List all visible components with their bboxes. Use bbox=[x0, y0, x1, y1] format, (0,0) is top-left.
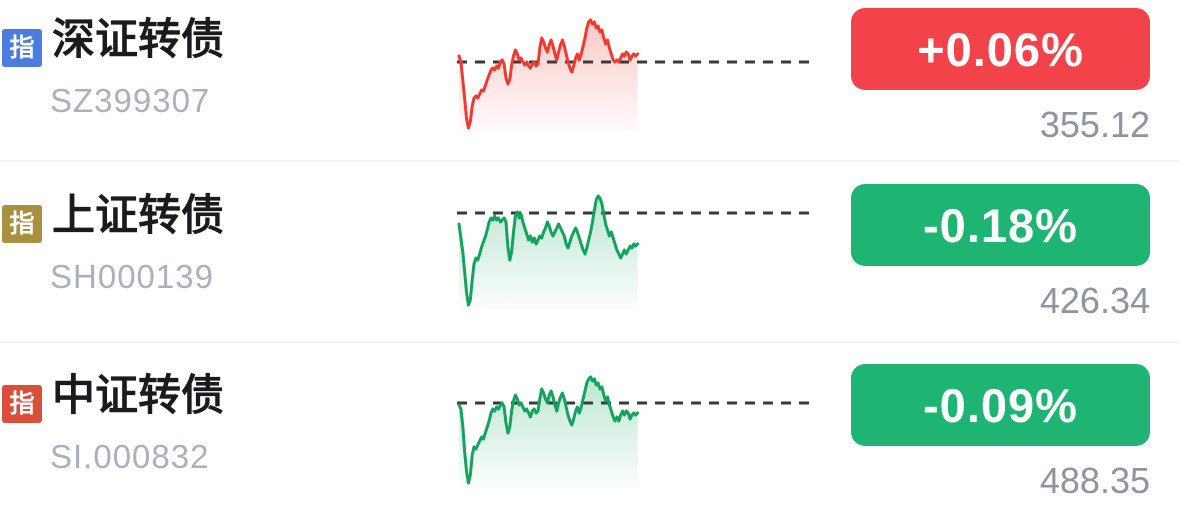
row-separator bbox=[0, 160, 1179, 162]
index-code: SZ399307 bbox=[50, 82, 211, 119]
index-name: 深证转债 bbox=[52, 16, 224, 64]
index-code: SI.000832 bbox=[50, 438, 210, 475]
index-type-badge: 指 bbox=[2, 29, 42, 67]
index-code: SH000139 bbox=[50, 258, 214, 295]
sparkline-chart bbox=[457, 194, 809, 309]
index-type-badge: 指 bbox=[2, 385, 42, 423]
change-badge[interactable]: -0.18% bbox=[851, 184, 1150, 266]
index-value: 355.12 bbox=[1039, 104, 1150, 145]
index-value: 488.35 bbox=[1039, 460, 1150, 501]
index-name: 上证转债 bbox=[52, 192, 224, 240]
index-name: 中证转债 bbox=[52, 372, 224, 420]
change-badge[interactable]: +0.06% bbox=[851, 8, 1150, 90]
sparkline-chart bbox=[457, 375, 809, 487]
index-list-item-szzz[interactable]: 指 深证转债 SZ399307 +0.06% 355.12 bbox=[0, 8, 1179, 160]
index-value: 426.34 bbox=[1039, 280, 1150, 321]
index-list-item-shzz[interactable]: 指 上证转债 SH000139 -0.18% 426.34 bbox=[0, 184, 1179, 336]
row-separator bbox=[0, 341, 1179, 343]
sparkline-chart bbox=[457, 18, 809, 131]
index-list-item-zzzz[interactable]: 指 中证转债 SI.000832 -0.09% 488.35 bbox=[0, 364, 1179, 516]
index-type-badge: 指 bbox=[2, 205, 42, 243]
change-badge[interactable]: -0.09% bbox=[851, 364, 1150, 446]
